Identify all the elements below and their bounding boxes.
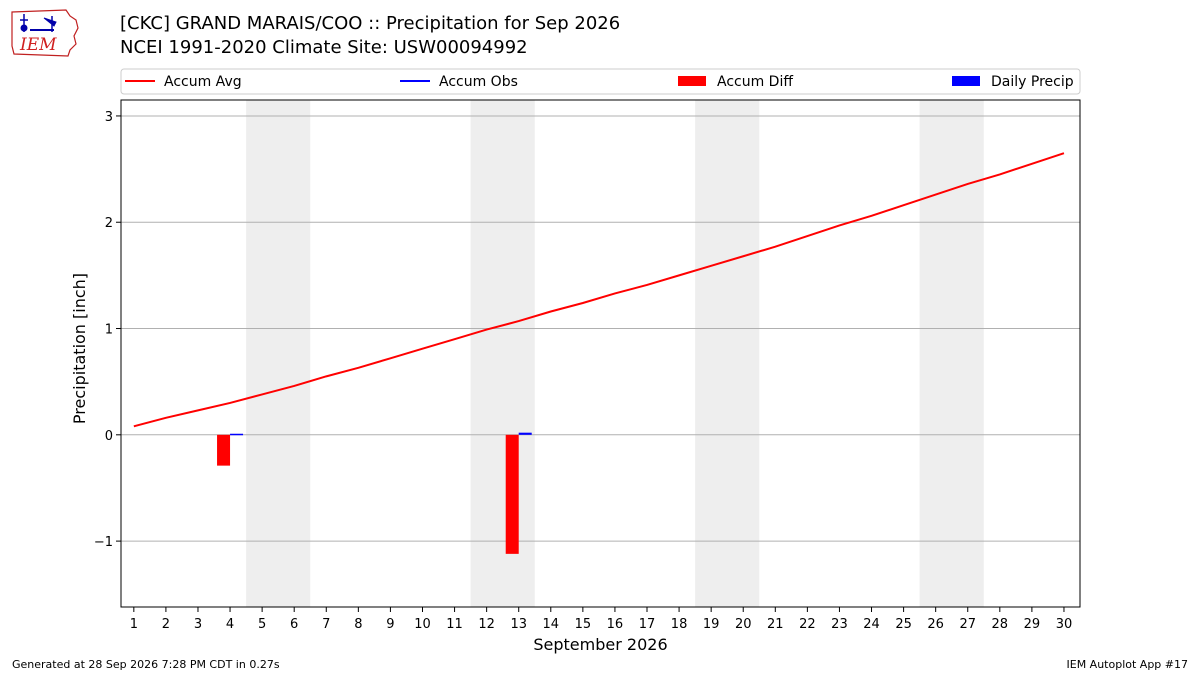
y-axis-label: Precipitation [inch] [70,273,89,424]
legend-box [120,68,1081,95]
x-tick-label: 21 [767,617,784,632]
x-tick-label: 30 [1056,617,1073,632]
x-tick-label: 22 [799,617,816,632]
generated-timestamp: Generated at 28 Sep 2026 7:28 PM CDT in … [12,658,280,671]
x-tick-label: 18 [671,617,688,632]
weekend-band-1 [470,100,535,607]
legend: Accum Avg Accum Obs Accum Diff Daily Precip [120,68,1081,95]
legend-label: Daily Precip [991,74,1074,90]
x-tick-label: 28 [992,617,1009,632]
y-axis: −1 0 1 2 3 [94,110,121,550]
x-tick-label: 11 [446,617,463,632]
x-tick-label: 1 [130,617,138,632]
x-tick-label: 3 [194,617,202,632]
y-tick-label: −1 [94,535,113,550]
y-tick-label: 0 [105,429,113,444]
x-tick-label: 25 [895,617,912,632]
weekend-band-0 [246,100,311,607]
legend-label: Accum Avg [164,74,242,90]
iowa-state-outline [11,9,79,57]
plot-frame [120,99,1081,608]
daily-precip-bar [230,433,244,436]
series-lines [133,152,1065,428]
x-tick-label: 20 [735,617,752,632]
daily-precip-bar [518,432,532,435]
x-tick-label: 24 [863,617,880,632]
weekend-band-2 [695,100,760,607]
bars [217,432,532,554]
accum-diff-bar [505,434,519,554]
x-tick-label: 8 [354,617,362,632]
weekend-shading [246,100,984,607]
y-tick-label: 1 [105,323,113,338]
legend-label: Accum Diff [717,74,793,90]
grid-lines [121,115,1080,542]
x-tick-label: 16 [607,617,624,632]
chart-subtitle: NCEI 1991-2020 Climate Site: USW00094992 [120,37,528,58]
y-tick-label: 3 [105,110,113,125]
x-tick-label: 27 [959,617,976,632]
x-tick-label: 23 [831,617,848,632]
x-tick-label: 15 [575,617,592,632]
x-tick-label: 2 [162,617,170,632]
x-axis-label: September 2026 [533,635,667,654]
x-tick-label: 14 [543,617,560,632]
x-tick-label: 29 [1024,617,1041,632]
x-tick-label: 7 [322,617,330,632]
app-label: IEM Autoplot App #17 [1066,658,1189,671]
accum-diff-bar [217,434,231,466]
chart-title: [CKC] GRAND MARAIS/COO :: Precipitation … [120,13,621,34]
x-tick-label: 9 [386,617,394,632]
x-tick-label: 17 [639,617,656,632]
iem-logo: IEM [11,9,79,57]
legend-swatch-bar [678,76,706,86]
x-tick-label: 4 [226,617,234,632]
legend-label: Accum Obs [439,74,518,90]
y-tick-label: 2 [105,216,113,231]
accum-avg-line [133,152,1065,428]
weekend-band-3 [919,100,984,607]
weather-instrument-icon [20,14,57,32]
x-tick-label: 13 [510,617,527,632]
x-tick-label: 26 [927,617,944,632]
x-tick-label: 12 [478,617,495,632]
legend-swatch-bar [952,76,980,86]
x-tick-label: 10 [414,617,431,632]
x-tick-label: 6 [290,617,298,632]
logo-text: IEM [19,35,57,55]
x-tick-label: 19 [703,617,720,632]
x-tick-label: 5 [258,617,266,632]
x-axis: 1 2 3 4 5 6 7 8 9 10 11 12 13 14 15 16 17 18 19 20 21 22 23 24 2… [130,607,1073,632]
